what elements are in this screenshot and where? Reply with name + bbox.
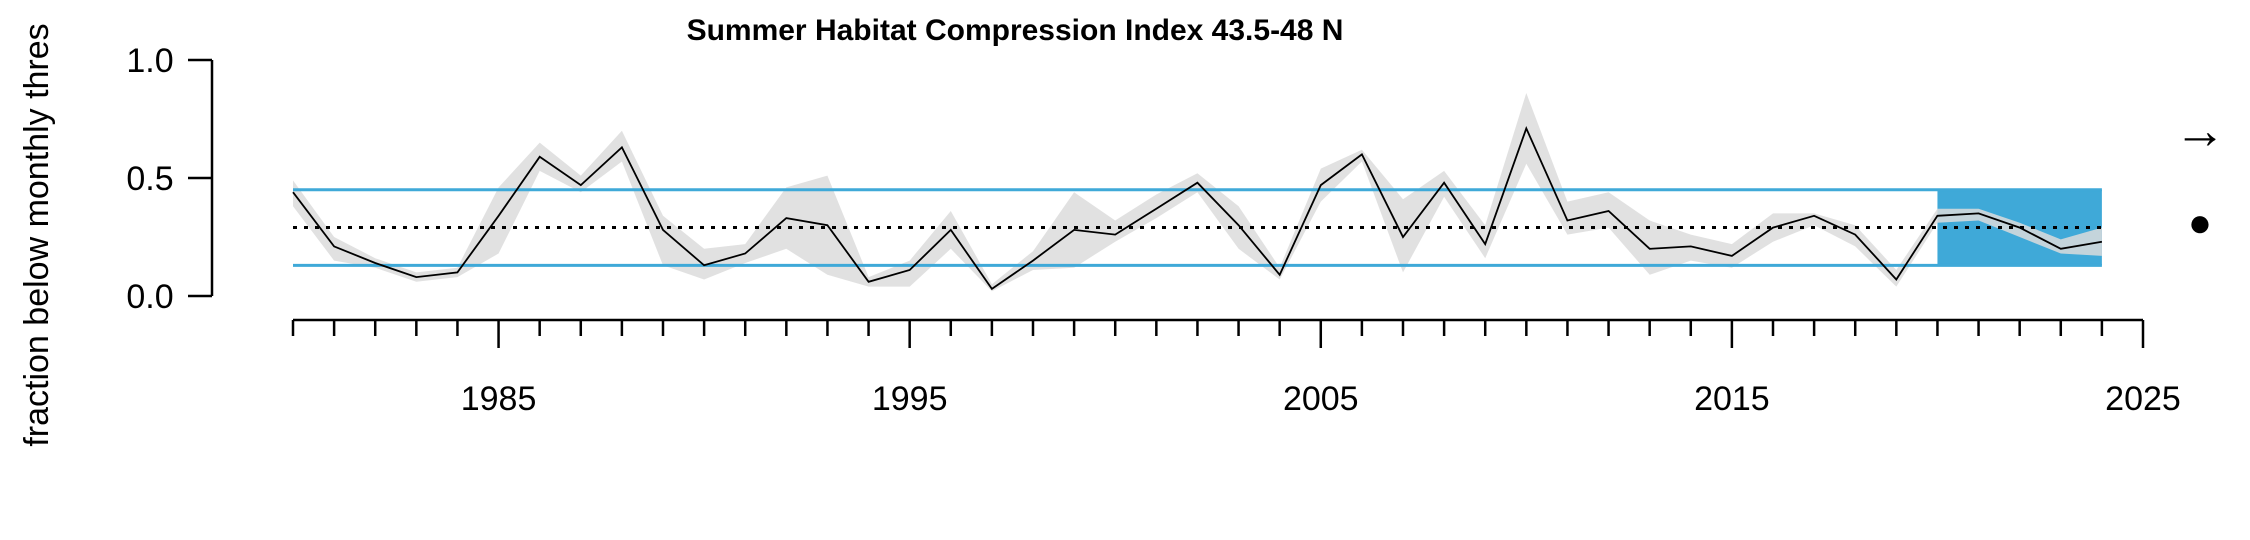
data-point [1524, 126, 1529, 131]
data-point [455, 270, 460, 275]
data-point [1195, 180, 1200, 185]
data-point [825, 223, 830, 228]
data-point [291, 190, 296, 195]
data-point [743, 251, 748, 256]
data-point [1853, 232, 1858, 237]
data-point [784, 216, 789, 221]
data-point [496, 213, 501, 218]
data-point [1483, 242, 1488, 247]
data-point [1401, 235, 1406, 240]
data-point [1359, 152, 1364, 157]
y-axis-label: fraction below monthly thres [18, 23, 56, 446]
data-point [661, 227, 666, 232]
data-point [578, 183, 583, 188]
y-tick-label: 0.5 [126, 160, 173, 198]
data-point [1688, 244, 1693, 249]
x-tick-label: 2015 [1694, 380, 1770, 418]
data-point [1771, 225, 1776, 230]
chart-title: Summer Habitat Compression Index 43.5-48… [687, 14, 1344, 47]
mean-dot-icon: ● [2188, 201, 2212, 245]
data-point [1976, 211, 1981, 216]
data-point [1647, 246, 1652, 251]
data-point [948, 227, 953, 232]
data-point [332, 244, 337, 249]
data-point [702, 263, 707, 268]
plot-area [291, 93, 2104, 292]
x-tick-label: 1995 [872, 380, 948, 418]
data-point [1236, 223, 1241, 228]
data-point [866, 279, 871, 284]
x-tick-label: 2025 [2105, 380, 2181, 418]
data-point [1031, 258, 1036, 263]
data-point [619, 145, 624, 150]
data-point [2017, 225, 2022, 230]
data-point [1812, 213, 1817, 218]
data-point [1606, 209, 1611, 214]
y-tick-label: 1.0 [126, 42, 173, 80]
data-point [1565, 218, 1570, 223]
data-point [1935, 213, 1940, 218]
uncertainty-ribbon [293, 93, 2102, 292]
data-point [989, 286, 994, 291]
data-point [1277, 272, 1282, 277]
data-point [2099, 239, 2104, 244]
data-point [537, 154, 542, 159]
data-point [1113, 232, 1118, 237]
series-line [292, 125, 2103, 291]
data-point [1318, 183, 1323, 188]
data-point [1729, 253, 1734, 258]
axes: 0.0 0.5 1.0 1985 1995 2005 2015 2025 [126, 42, 2180, 418]
y-tick-label: 0.0 [126, 278, 173, 316]
x-tick-label: 2005 [1283, 380, 1359, 418]
data-point [1072, 227, 1077, 232]
trend-arrow-icon: → [2174, 102, 2226, 160]
data-point [1442, 180, 1447, 185]
data-point [373, 260, 378, 265]
data-point [907, 268, 912, 273]
data-point [2058, 246, 2063, 251]
data-point [414, 275, 419, 280]
x-tick-label: 1985 [461, 380, 537, 418]
data-point [1894, 277, 1899, 282]
data-point [1154, 206, 1159, 211]
